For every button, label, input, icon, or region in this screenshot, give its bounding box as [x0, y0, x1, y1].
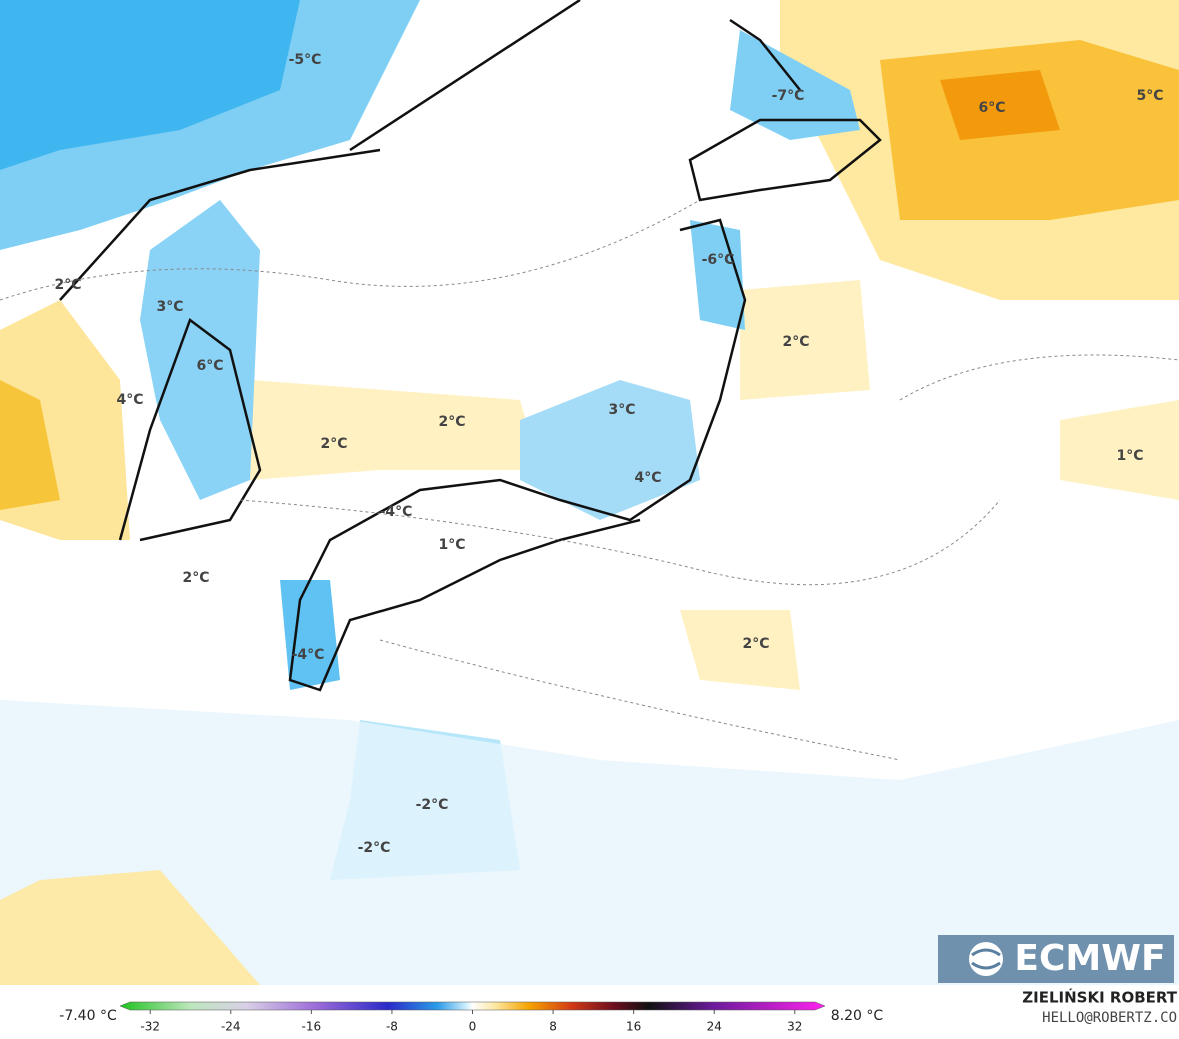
temp-label: 4°C — [634, 470, 661, 486]
temp-label: -5°C — [289, 52, 322, 68]
colorbar: -7.40 °C 8.20 °C -32 -24 -16 -8 0 8 16 24 32 — [59, 1001, 884, 1034]
temp-label: 6°C — [196, 358, 223, 374]
temp-label: 2°C — [742, 636, 769, 652]
temp-label: -4°C — [292, 647, 325, 663]
temp-label: -7°C — [772, 88, 805, 104]
temp-label: 6°C — [978, 100, 1005, 116]
temp-label: 1°C — [438, 537, 465, 553]
colorbar-max: 8.20 °C — [831, 1008, 884, 1024]
temp-label: -2°C — [416, 797, 449, 813]
temp-label: -2°C — [358, 840, 391, 856]
colorbar-tick-label: 0 — [469, 1020, 477, 1034]
temp-label: -4°C — [380, 504, 413, 520]
colorbar-tick-label: -8 — [386, 1020, 398, 1034]
temp-label: -6°C — [702, 252, 735, 268]
colorbar-tick-label: 8 — [549, 1020, 557, 1034]
colorbar-tick-label: 32 — [787, 1020, 802, 1034]
temp-label: 2°C — [438, 414, 465, 430]
temp-label: 5°C — [1136, 88, 1163, 104]
colorbar-tick-label: -16 — [302, 1020, 322, 1034]
colorbar-min: -7.40 °C — [59, 1008, 117, 1024]
temp-label: 4°C — [116, 392, 143, 408]
email: HELLO@ROBERTZ.CO — [1042, 1010, 1177, 1026]
temp-label: 2°C — [320, 436, 347, 452]
colorbar-tick-label: 16 — [626, 1020, 641, 1034]
temp-label: 3°C — [608, 402, 635, 418]
colorbar-tick-label: -24 — [221, 1020, 241, 1034]
temp-label: 2°C — [782, 334, 809, 350]
temp-label: 1°C — [1116, 448, 1143, 464]
author: ZIELIŃSKI ROBERT — [1022, 988, 1177, 1007]
logo: ECMWF — [938, 935, 1174, 983]
temp-label: 2°C — [54, 277, 81, 293]
logo-text: ECMWF — [1014, 938, 1165, 979]
colorbar-tick-label: 24 — [707, 1020, 722, 1034]
temp-label: 2°C — [182, 570, 209, 586]
map — [0, 0, 1179, 985]
temp-label: 3°C — [156, 299, 183, 315]
colorbar-tick-label: -32 — [140, 1020, 160, 1034]
map-labels: -5°C -7°C 6°C 5°C 2°C 3°C -6°C 6°C 4°C 2°C 2°C 2°C 3… — [54, 52, 1163, 856]
